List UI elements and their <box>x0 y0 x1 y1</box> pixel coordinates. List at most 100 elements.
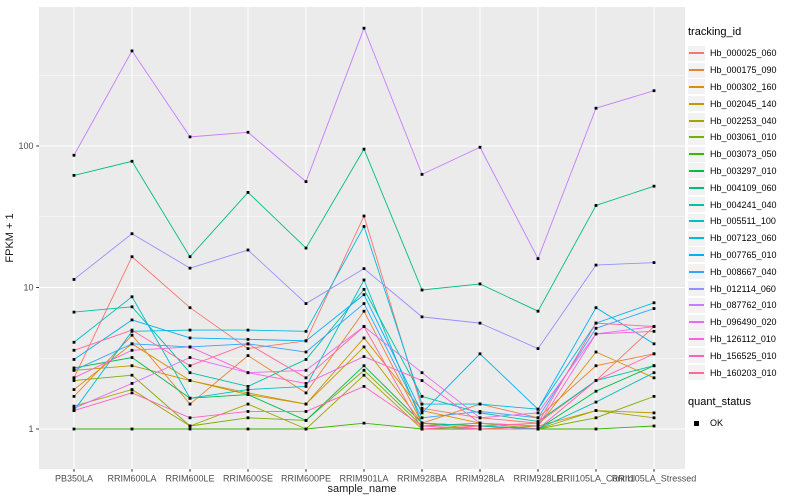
data-point <box>652 424 656 428</box>
legend-key-line-icon <box>688 146 705 162</box>
x-tick-label: RRIM928BA <box>397 474 447 484</box>
data-point <box>72 388 76 391</box>
data-point <box>478 282 482 286</box>
data-point <box>72 310 76 314</box>
data-point <box>72 394 76 398</box>
data-point <box>304 402 308 406</box>
data-point <box>304 246 308 250</box>
data-point <box>362 26 366 30</box>
data-point <box>594 409 598 412</box>
data-point <box>130 333 134 337</box>
legend-entry-label: Hb_003061_010 <box>710 132 777 143</box>
legend-line-swatch-icon <box>689 169 704 172</box>
data-point <box>362 278 366 282</box>
data-point <box>536 347 540 350</box>
data-point <box>362 293 366 297</box>
data-point <box>304 339 308 343</box>
data-point <box>594 379 598 382</box>
data-point <box>304 329 308 333</box>
legend-line-swatch-icon <box>689 287 704 290</box>
data-point <box>304 350 308 354</box>
data-point <box>246 371 250 375</box>
legend-key-line-icon <box>688 281 705 297</box>
square-point-icon <box>694 421 699 426</box>
legend-entry-Hb_002045_140: Hb_002045_140 <box>688 95 800 112</box>
legend-entry-label: Hb_096490_020 <box>710 317 777 328</box>
data-point <box>188 266 192 270</box>
data-point <box>478 421 482 425</box>
data-point <box>652 411 656 415</box>
data-point <box>652 325 656 328</box>
data-point <box>594 326 598 330</box>
data-point <box>246 402 250 406</box>
x-tick-label: RRIM901LA <box>339 474 388 484</box>
legend-line-swatch-icon <box>689 354 704 357</box>
data-point <box>246 342 250 346</box>
legend-line-swatch-icon <box>689 220 704 223</box>
data-point <box>594 106 598 110</box>
data-point <box>362 385 366 388</box>
data-point <box>304 302 308 305</box>
data-point <box>594 400 598 404</box>
data-point <box>188 379 192 382</box>
data-point <box>304 427 308 431</box>
legend-entry-label: OK <box>710 418 724 429</box>
x-tick-label: RRII105LA_Control <box>557 474 635 484</box>
data-point <box>304 391 308 395</box>
data-point <box>72 409 76 412</box>
legend-line-swatch-icon <box>689 102 704 105</box>
legend-line-swatch-icon <box>689 253 704 256</box>
quant-status-entries: OK <box>688 415 800 432</box>
data-point <box>420 411 424 415</box>
data-point <box>478 145 482 149</box>
data-point <box>246 427 250 431</box>
data-point <box>304 410 308 413</box>
legend-line-swatch-icon <box>689 85 704 88</box>
legend-line-swatch-icon <box>689 69 704 72</box>
legend-line-swatch-icon <box>689 371 704 374</box>
data-point <box>304 385 308 388</box>
data-point <box>304 382 308 385</box>
data-point <box>188 364 192 368</box>
data-point <box>188 371 192 375</box>
data-point <box>536 420 540 423</box>
data-point <box>652 376 656 380</box>
data-point <box>652 364 656 368</box>
data-point <box>420 416 424 420</box>
legend-entry-Hb_004241_040: Hb_004241_040 <box>688 196 800 213</box>
data-point <box>246 354 250 358</box>
data-point <box>246 393 250 397</box>
legend-key-line-icon <box>688 113 705 129</box>
y-tick-label: 10 <box>23 283 33 293</box>
data-point <box>652 394 656 398</box>
x-tick-label: RRIM928LA <box>455 474 504 484</box>
legend-entry-label: Hb_012114_060 <box>710 283 776 294</box>
x-axis-title: sample_name <box>327 483 396 495</box>
legend-line-swatch-icon <box>689 136 704 139</box>
data-point <box>536 427 540 431</box>
legend-entry-label: Hb_007123_060 <box>710 233 777 244</box>
data-point <box>478 424 482 428</box>
data-point <box>72 358 76 361</box>
data-point <box>304 180 308 184</box>
data-point <box>652 329 656 333</box>
data-point <box>594 263 598 267</box>
data-point <box>188 396 192 400</box>
data-point <box>362 214 366 218</box>
legend-entry-Hb_096490_020: Hb_096490_020 <box>688 314 800 331</box>
data-point <box>246 388 250 391</box>
legend-entry-label: Hb_003297_010 <box>710 165 777 176</box>
legend-key-line-icon <box>688 365 705 381</box>
data-point <box>594 427 598 431</box>
legend-entry-Hb_007765_010: Hb_007765_010 <box>688 247 800 264</box>
data-point <box>130 159 134 163</box>
data-point <box>652 416 656 420</box>
data-point <box>594 204 598 207</box>
data-point <box>652 184 656 188</box>
data-point <box>188 345 192 349</box>
legend-entry-label: Hb_000025_060 <box>710 48 777 59</box>
data-point <box>130 232 134 236</box>
legend-entry-label: Hb_156525_010 <box>710 350 777 361</box>
data-point <box>478 321 482 325</box>
